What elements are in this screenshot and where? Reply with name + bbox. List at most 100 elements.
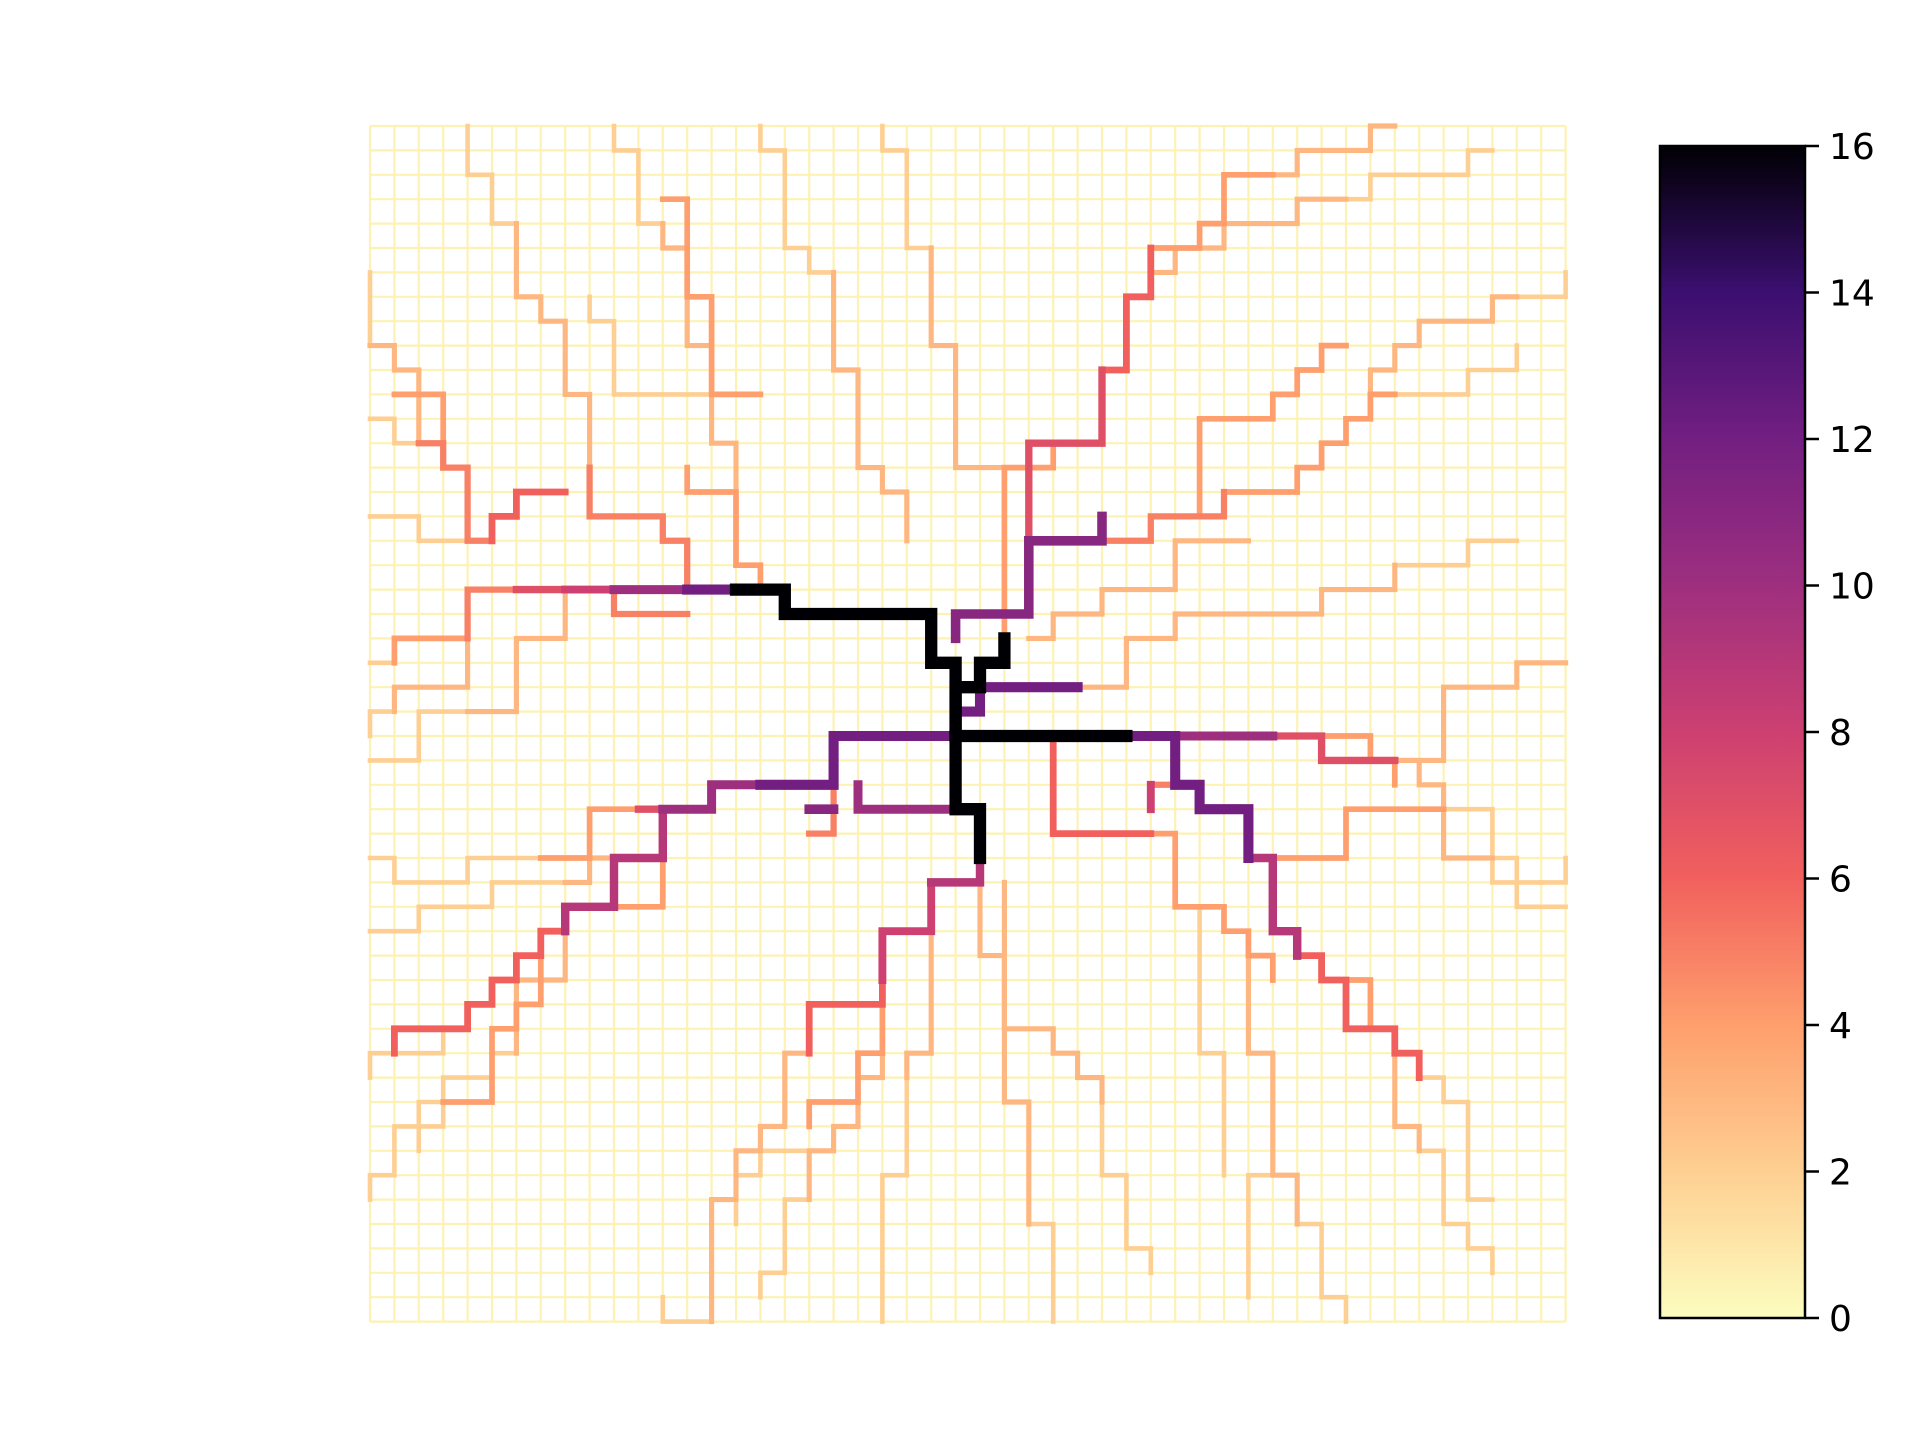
flow-path [587, 294, 714, 397]
flow-path [415, 440, 496, 544]
flow-path [949, 632, 1011, 743]
colorbar-tick-label: 14 [1829, 274, 1875, 315]
flow-path [1343, 148, 1495, 202]
flow-path [562, 855, 617, 885]
flow-path [928, 245, 1007, 471]
flow-path [880, 123, 934, 251]
flow-path [1343, 977, 1374, 1032]
flow-path [950, 511, 1107, 644]
flow-path [1049, 732, 1155, 837]
flow-path [1490, 855, 1568, 910]
flow-path [367, 880, 568, 934]
flow-path [878, 878, 936, 984]
flow-path [659, 196, 764, 398]
colorbar-tick-label: 6 [1829, 860, 1852, 901]
flow-path [1025, 366, 1106, 545]
flow-path [660, 1294, 714, 1324]
flow-path [1441, 806, 1544, 885]
flow-path [610, 586, 691, 618]
flow-path [464, 586, 520, 642]
flow-path [1001, 879, 1105, 1105]
flow-path [904, 928, 934, 1081]
flow-path [1075, 562, 1398, 690]
flow-path [367, 709, 397, 739]
colorbar-tick-label: 8 [1829, 713, 1852, 754]
colorbar-ticks: 0 2 4 6 8 10 12 14 16 [1805, 127, 1875, 1340]
flow-path [465, 123, 519, 226]
flow-path [560, 804, 668, 936]
flow-path [367, 416, 422, 446]
flow-path [391, 635, 471, 715]
flow-path [806, 781, 837, 837]
flow-path [805, 976, 886, 1057]
flow-path [1099, 1099, 1154, 1276]
flow-path [660, 221, 739, 495]
colorbar-tick-label: 10 [1829, 567, 1875, 608]
flow-path [1026, 1221, 1056, 1324]
colorbar-tick-label: 2 [1829, 1153, 1852, 1194]
flow-path [1147, 830, 1276, 983]
flow-path [831, 269, 910, 544]
flow-path [1148, 196, 1349, 275]
flow-path [537, 806, 642, 861]
flow-path [758, 1197, 812, 1300]
flow-path [1294, 1221, 1349, 1324]
flow-path [367, 855, 544, 885]
flow-path [1269, 732, 1399, 765]
flow-path [1246, 1172, 1276, 1300]
background-grid [368, 124, 1567, 1323]
flow-path [1221, 391, 1398, 495]
flow-path [729, 583, 962, 743]
colorbar-tick-label: 4 [1829, 1006, 1852, 1047]
flow-path [949, 729, 987, 865]
flow-path [853, 780, 961, 814]
flow-path [1416, 1075, 1495, 1202]
flow-path [758, 123, 836, 275]
flow-path [611, 123, 666, 226]
flow-path [391, 391, 447, 447]
flow-path [926, 853, 985, 887]
flow-path [1098, 244, 1155, 374]
colorbar: 0 2 4 6 8 10 12 14 16 [1658, 127, 1875, 1340]
flow-path [1147, 171, 1276, 251]
colorbar-tick-label: 16 [1829, 127, 1875, 168]
colorbar-tick-label: 0 [1829, 1299, 1852, 1340]
flow-path [1026, 538, 1251, 641]
flow-path [1416, 1148, 1495, 1276]
flow-paths [367, 123, 1569, 1325]
flow-path [1392, 660, 1569, 763]
flow-path [1392, 343, 1520, 397]
flow-path [440, 952, 544, 1105]
flow-path [1392, 538, 1520, 568]
flow-path [1269, 806, 1447, 886]
flow-path [1121, 730, 1254, 864]
flow-path [733, 1148, 812, 1227]
flow-path [977, 855, 1032, 1227]
flow-path [367, 709, 470, 763]
flow-path [367, 514, 495, 544]
flow-path [1514, 270, 1568, 300]
flow-path [586, 464, 691, 593]
flow-path [950, 682, 1083, 717]
flow-path [806, 977, 886, 1130]
flow-path [880, 1075, 910, 1324]
flow-path [755, 730, 961, 790]
flow-path [391, 635, 471, 666]
flow-path [513, 221, 593, 471]
flow-path [709, 1050, 812, 1325]
flow-path [1538, 855, 1568, 885]
flow-path [1196, 342, 1349, 520]
flow-path [1270, 123, 1398, 178]
flow-path [488, 488, 569, 545]
flow-path [806, 1001, 885, 1203]
flow-path [1098, 488, 1228, 544]
flow-path [1244, 853, 1302, 960]
flow-path [1293, 952, 1423, 1081]
colorbar-gradient [1660, 146, 1805, 1318]
flow-path [367, 1099, 446, 1202]
flow-path [1343, 294, 1520, 422]
flow-path [391, 927, 569, 1057]
flow-path [658, 780, 765, 814]
colorbar-tick-label: 12 [1829, 420, 1875, 461]
